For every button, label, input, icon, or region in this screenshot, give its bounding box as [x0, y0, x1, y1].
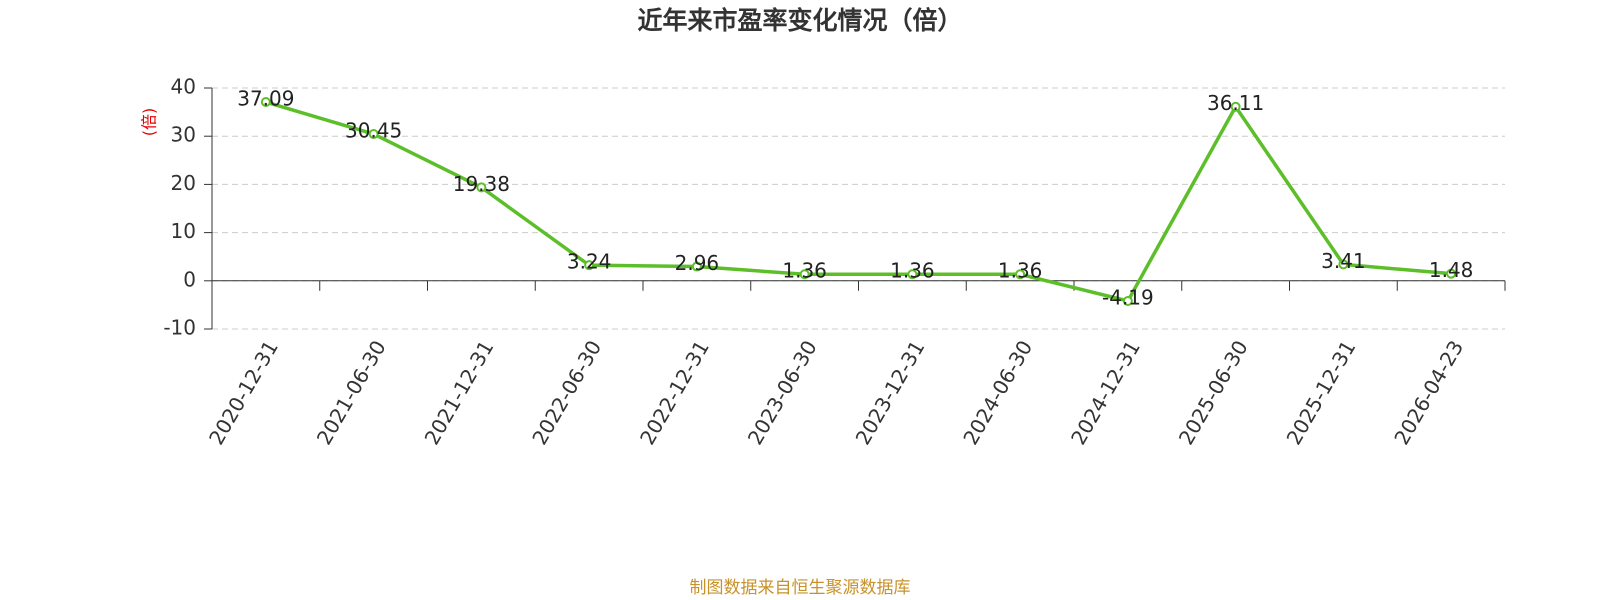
y-tick-label: 20	[171, 171, 196, 195]
data-point	[1122, 295, 1133, 306]
y-tick-label: -10	[163, 316, 196, 340]
source-note: 制图数据来自恒生聚源数据库	[690, 578, 911, 598]
x-tick-label: 2020-12-31	[204, 336, 283, 449]
data-label: 19.38	[453, 172, 510, 196]
data-point	[1446, 268, 1457, 279]
x-tick-label: 2023-06-30	[743, 336, 822, 449]
data-label: 36.11	[1207, 91, 1264, 115]
data-point	[1230, 101, 1241, 112]
data-label: 1.36	[998, 259, 1043, 283]
y-axis-label: (倍)	[140, 108, 159, 137]
x-tick-label: 2022-12-31	[635, 336, 714, 449]
data-label: 3.24	[567, 250, 612, 274]
data-point	[691, 261, 702, 272]
x-tick-label: 2023-12-31	[851, 336, 930, 449]
x-tick-label: 2022-06-30	[527, 336, 606, 449]
data-point	[476, 182, 487, 193]
y-tick-label: 0	[183, 267, 196, 291]
x-tick-label: 2021-06-30	[312, 336, 391, 449]
data-label: 1.36	[890, 259, 935, 283]
x-tick-label: 2024-12-31	[1066, 336, 1145, 449]
x-tick-label: 2024-06-30	[958, 336, 1037, 449]
data-label: 30.45	[345, 119, 402, 143]
x-tick-label: 2021-12-31	[420, 336, 499, 449]
x-tick-label: 2025-12-31	[1282, 336, 1361, 449]
data-label: 1.48	[1429, 258, 1474, 282]
x-tick-label: 2026-04-23	[1389, 336, 1468, 449]
y-tick-label: 30	[171, 123, 196, 147]
data-point	[584, 260, 595, 271]
data-label: 3.41	[1321, 249, 1366, 273]
chart-title: 近年来市盈率变化情况（倍）	[637, 6, 962, 35]
data-label: -4.19	[1102, 285, 1154, 309]
data-point	[907, 269, 918, 280]
y-tick-label: 40	[171, 75, 196, 99]
data-point	[260, 97, 271, 108]
data-point	[799, 269, 810, 280]
y-tick-label: 10	[171, 219, 196, 243]
data-label: 2.96	[675, 251, 720, 275]
x-tick-label: 2025-06-30	[1174, 336, 1253, 449]
data-line	[265, 100, 1452, 304]
data-point	[1338, 259, 1349, 270]
data-label: 37.09	[237, 87, 294, 111]
data-point	[368, 129, 379, 140]
data-point	[1015, 269, 1026, 280]
data-label: 1.36	[782, 259, 827, 283]
